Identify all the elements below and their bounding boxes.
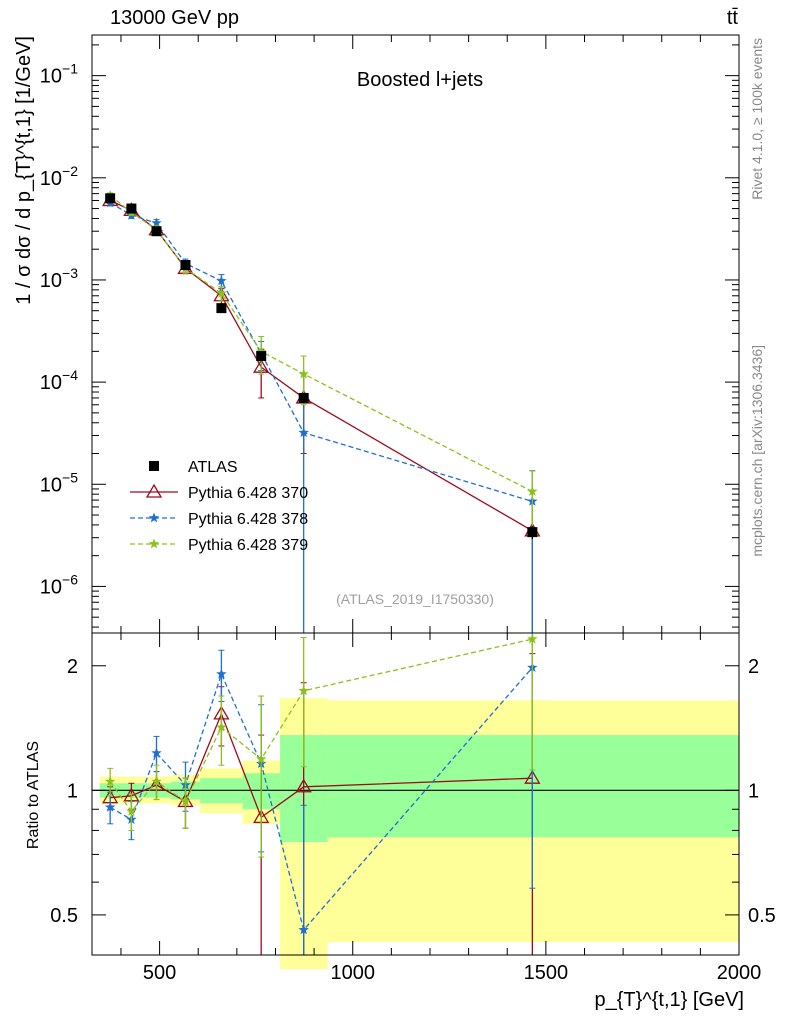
legend-label: ATLAS	[188, 459, 238, 476]
ratio-panel: 0.5 0.5 1 1 2 2 500 1000 1500 2000 Ratio to ATLA…	[25, 632, 776, 1011]
star-marker	[104, 801, 116, 812]
ratio-y-tick-label-right: 0.5	[748, 905, 776, 927]
star-marker	[151, 776, 162, 786]
star-marker	[298, 427, 309, 438]
legend-label: Pythia 6.428 378	[188, 511, 308, 528]
data-point-marker	[298, 392, 309, 403]
series-line	[109, 195, 533, 493]
data-point-marker	[105, 193, 116, 204]
star-marker	[151, 747, 162, 758]
plot-title: Boosted l+jets	[357, 69, 483, 91]
process-label: tt̄	[727, 7, 739, 29]
ratio-y-tick-label-right: 2	[748, 656, 759, 678]
star-marker	[527, 633, 538, 644]
ratio-y-axis: 0.5 0.5 1 1 2 2	[50, 656, 776, 956]
x-tick-label: 2000	[717, 962, 762, 984]
star-marker	[298, 368, 309, 379]
series-pythia-6-428-378	[104, 197, 538, 633]
star-marker	[148, 538, 160, 549]
data-point-marker	[527, 527, 538, 538]
y-tick-label: 10−6	[40, 571, 78, 598]
data-point-marker	[256, 351, 267, 362]
legend-item: ATLAS	[149, 459, 238, 476]
data-point-marker	[216, 303, 227, 314]
legend-item: Pythia 6.428 370	[130, 483, 308, 502]
series-pythia-6-428-370	[102, 192, 541, 633]
series-line	[109, 199, 533, 532]
ratio-y-tick-label: 2	[67, 656, 78, 678]
legend: ATLAS Pythia 6.428 370 Pythia 6.428 378 Pyt…	[130, 459, 308, 554]
green-band	[327, 735, 739, 838]
star-marker	[256, 345, 267, 356]
main-y-axis: 10−6 10−5 10−4 10−3 10−2 10−1	[40, 35, 740, 633]
series-line	[109, 638, 533, 813]
triangle-marker	[145, 483, 163, 498]
star-marker	[216, 275, 227, 286]
main-panel: 10−610−510−410−310−210−1 Boosted l+jets …	[13, 34, 740, 634]
data-point-marker	[151, 226, 162, 237]
star-marker	[256, 753, 267, 764]
star-marker	[216, 287, 227, 298]
energy-label: 13000 GeV pp	[110, 7, 239, 29]
star-marker	[148, 512, 160, 523]
star-marker	[216, 721, 227, 732]
star-marker	[126, 805, 137, 816]
ratio-plot-frame	[91, 632, 740, 956]
y-tick-label: 10−5	[40, 469, 78, 496]
y-tick-label: 10−3	[40, 265, 78, 292]
main-y-axis-label: 1 / σ dσ / d p_{T}^{t,1} [1/GeV]	[13, 36, 35, 305]
watermark: (ATLAS_2019_I1750330)	[336, 591, 494, 607]
rivet-version-label: Rivet 4.1.0, ≥ 100k events	[749, 38, 765, 200]
triangle-marker	[295, 778, 312, 793]
x-tick-label: 1500	[524, 962, 569, 984]
star-marker	[180, 796, 191, 806]
y-tick-label: 10−2	[40, 163, 78, 190]
data-point-marker	[126, 203, 137, 214]
ratio-x-axis: 500 1000 1500 2000	[120, 633, 762, 984]
x-axis-label: p_{T}^{t,1} [GeV]	[595, 989, 745, 1011]
star-marker	[298, 685, 309, 696]
x-tick-label: 1000	[330, 962, 375, 984]
star-marker	[104, 776, 116, 786]
ratio-y-tick-label: 0.5	[50, 905, 78, 927]
legend-label: Pythia 6.428 370	[188, 485, 308, 502]
series-line	[109, 667, 533, 932]
series-atlas	[105, 193, 538, 540]
star-marker	[151, 217, 162, 228]
y-tick-label: 10−4	[40, 367, 78, 394]
data-point-marker	[149, 461, 159, 471]
x-tick-label: 500	[143, 962, 176, 984]
ratio-uncertainty-bands	[92, 698, 739, 970]
ratio-y-axis-label: Ratio to ATLAS	[25, 741, 42, 849]
ratio-y-tick-label: 1	[67, 780, 78, 802]
mcplots-label: mcplots.cern.ch [arXiv:1306.3436]	[749, 345, 765, 557]
legend-label: Pythia 6.428 379	[188, 537, 308, 554]
legend-item: Pythia 6.428 379	[130, 537, 308, 554]
star-marker	[298, 924, 309, 935]
legend-item: Pythia 6.428 378	[130, 511, 308, 528]
y-tick-label: 10−1	[40, 61, 78, 88]
star-marker	[527, 486, 538, 496]
main-series-layer	[102, 190, 541, 633]
data-point-marker	[180, 260, 191, 271]
ratio-y-tick-label-right: 1	[748, 780, 759, 802]
ratio-series-layer	[102, 632, 541, 955]
star-marker	[216, 668, 227, 679]
series-line	[109, 202, 533, 503]
